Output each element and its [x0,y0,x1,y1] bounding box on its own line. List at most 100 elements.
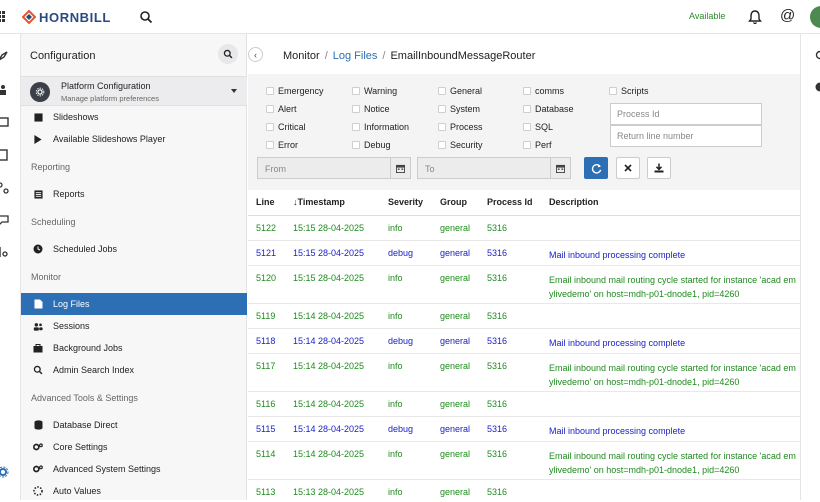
return-line-number-input[interactable]: Return line number [610,125,762,147]
breadcrumb-log-files-link[interactable]: Log Files [333,50,378,62]
checkbox-comms[interactable]: comms [523,86,564,96]
column-header-process-id[interactable]: Process Id [487,190,533,215]
search-icon[interactable] [139,10,153,24]
checkbox-box[interactable] [266,87,274,95]
sidebar-item-label: Advanced System Settings [53,464,161,474]
checkbox-box[interactable] [523,105,531,113]
checkbox-box[interactable] [523,123,531,131]
checkbox-box[interactable] [523,141,531,149]
checkbox-box[interactable] [523,87,531,95]
collapse-sidebar-button[interactable]: ‹ [248,47,263,62]
hornbill-logo[interactable]: HORNBILL [22,7,111,27]
checkbox-perf[interactable]: Perf [523,140,552,150]
checkbox-box[interactable] [266,123,274,131]
to-date-input[interactable]: To [417,157,571,179]
status-available[interactable]: Available [689,11,725,21]
network-icon[interactable] [0,182,9,194]
sidebar-search-button[interactable] [218,44,238,64]
sidebar-item-advanced-system-settings[interactable]: Advanced System Settings [21,458,247,480]
column-header-description[interactable]: Description [549,190,599,215]
platform-configuration-selector[interactable]: Platform Configuration Manage platform p… [21,76,247,106]
column-header-group[interactable]: Group [440,190,467,215]
mention-icon[interactable]: @ [780,7,795,24]
checkbox-general[interactable]: General [438,86,482,96]
clear-filter-button[interactable] [616,157,640,179]
checkbox-box[interactable] [609,87,617,95]
checkbox-box[interactable] [352,141,360,149]
checkbox-alert[interactable]: Alert [266,104,297,114]
gears-icon [33,442,43,452]
checkbox-debug[interactable]: Debug [352,140,391,150]
cog-icon [30,82,50,102]
inbox-icon[interactable] [0,116,9,128]
checkbox-label: Alert [278,104,297,114]
checkbox-box[interactable] [352,105,360,113]
sidebar-item-sessions[interactable]: Sessions [21,315,247,337]
checkbox-process[interactable]: Process [438,122,483,132]
checkbox-system[interactable]: System [438,104,480,114]
checkbox-warning[interactable]: Warning [352,86,397,96]
checkbox-box[interactable] [438,87,446,95]
rocket-icon[interactable] [0,50,9,62]
book-icon[interactable] [0,149,9,161]
people-icon[interactable] [0,84,9,96]
sidebar-item-reports[interactable]: Reports [21,183,247,205]
bell-icon[interactable] [748,9,762,25]
sidebar-item-background-jobs[interactable]: Background Jobs [21,337,247,359]
checkbox-label: Security [450,140,483,150]
checkbox-security[interactable]: Security [438,140,483,150]
checkbox-notice[interactable]: Notice [352,104,390,114]
sidebar-item-admin-search-index[interactable]: Admin Search Index [21,359,247,381]
sidebar-item-log-files[interactable]: Log Files [21,293,247,315]
avatar[interactable] [810,6,820,28]
cell-pid: 5316 [487,223,507,233]
checkbox-scripts[interactable]: Scripts [609,86,649,96]
checkbox-error[interactable]: Error [266,140,298,150]
column-header-line[interactable]: Line [256,190,275,215]
sidebar-item-auto-values[interactable]: Auto Values [21,480,247,502]
sidebar-item-slideshows-player[interactable]: Available Slideshows Player [21,128,247,150]
sidebar-item-scheduled-jobs[interactable]: Scheduled Jobs [21,238,247,260]
checkbox-box[interactable] [438,105,446,113]
process-id-input[interactable]: Process Id [610,103,762,125]
checkbox-emergency[interactable]: Emergency [266,86,324,96]
checkbox-critical[interactable]: Critical [266,122,306,132]
checkbox-box[interactable] [266,141,274,149]
column-header-timestamp[interactable]: ↓Timestamp [293,190,345,215]
checkbox-box[interactable] [438,141,446,149]
sidebar-item-core-settings[interactable]: Core Settings [21,436,247,458]
download-button[interactable] [647,157,671,179]
calendar-icon[interactable] [550,158,570,178]
calendar-icon[interactable] [390,158,410,178]
checkbox-database[interactable]: Database [523,104,574,114]
chat-icon[interactable] [0,214,9,226]
checkbox-box[interactable] [352,87,360,95]
column-header-severity[interactable]: Severity [388,190,423,215]
from-date-input[interactable]: From [257,157,411,179]
checkbox-box[interactable] [438,123,446,131]
checkbox-information[interactable]: Information [352,122,409,132]
settings-icon[interactable] [815,50,820,60]
checkbox-sql[interactable]: SQL [523,122,553,132]
sidebar-item-database-direct[interactable]: Database Direct [21,414,247,436]
gear-icon[interactable] [0,466,9,478]
checkbox-box[interactable] [352,123,360,131]
checkbox-box[interactable] [266,105,274,113]
cell-description: Email inbound mail routing cycle started… [549,449,797,477]
sidebar-item-slideshows[interactable]: Slideshows [21,106,247,128]
info-icon[interactable] [815,82,820,92]
search-icon [33,365,43,375]
app-grid-icon[interactable] [0,11,6,23]
refresh-button[interactable] [584,157,608,179]
flow-icon[interactable] [0,246,9,258]
